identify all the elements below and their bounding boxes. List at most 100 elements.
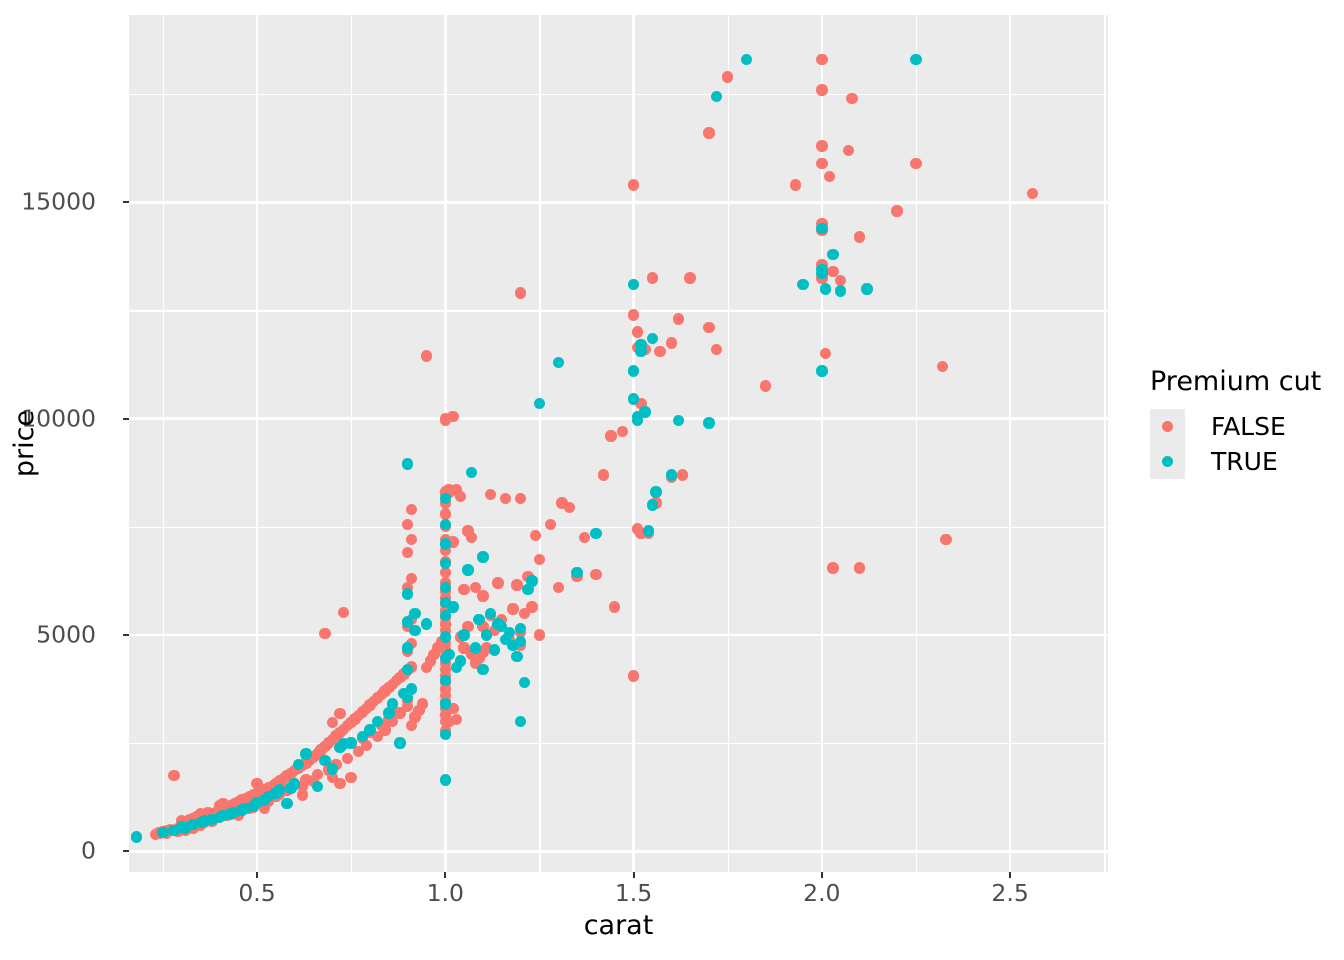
data-point	[514, 622, 527, 635]
data-point	[469, 642, 482, 654]
data-point	[439, 689, 451, 702]
data-point	[488, 644, 500, 656]
data-point	[503, 627, 515, 639]
y-tick-label: 10000	[21, 403, 96, 432]
data-point	[816, 140, 828, 152]
data-point	[940, 534, 952, 546]
data-point	[646, 332, 659, 345]
data-point	[447, 536, 459, 548]
legend-label: FALSE	[1211, 412, 1286, 441]
gridline-major-x	[443, 15, 447, 872]
data-point	[710, 343, 723, 356]
data-point	[405, 573, 418, 585]
data-point	[846, 92, 858, 105]
data-point	[401, 518, 414, 531]
data-point	[439, 683, 451, 695]
data-point	[816, 84, 828, 96]
data-point	[514, 715, 527, 728]
x-tick-mark	[444, 872, 447, 878]
data-point	[401, 458, 414, 470]
data-point	[179, 822, 192, 834]
gridline-minor-y	[129, 94, 1108, 96]
data-point	[514, 635, 527, 648]
data-point	[465, 648, 478, 661]
data-point	[458, 629, 470, 641]
data-point	[439, 631, 451, 643]
data-point	[371, 715, 384, 728]
legend-entry[interactable]: TRUE	[1150, 444, 1340, 479]
data-point	[635, 345, 647, 358]
data-point	[722, 71, 734, 83]
legend-entry[interactable]: FALSE	[1150, 409, 1340, 444]
data-point	[819, 283, 832, 295]
data-point	[413, 704, 425, 717]
data-point	[816, 222, 828, 234]
y-tick-label: 0	[81, 836, 96, 865]
data-point	[627, 670, 640, 682]
data-point	[823, 170, 836, 183]
data-point	[258, 802, 271, 814]
data-point	[345, 772, 357, 784]
data-point	[616, 425, 628, 438]
gridline-minor-x	[915, 15, 918, 872]
data-point	[262, 791, 275, 803]
gridline-major-y	[129, 633, 1108, 637]
data-point	[477, 663, 489, 676]
data-point	[319, 627, 331, 640]
data-point	[432, 642, 444, 654]
data-point	[439, 492, 451, 505]
data-point	[703, 322, 715, 334]
gridline-major-x	[820, 15, 824, 872]
data-point	[443, 486, 455, 498]
data-point	[481, 629, 493, 641]
data-point	[371, 730, 384, 743]
data-point	[511, 650, 523, 663]
data-point	[439, 518, 451, 531]
gridline-major-y	[129, 417, 1108, 420]
data-point	[511, 579, 523, 591]
data-point	[861, 283, 873, 295]
data-point	[345, 737, 357, 749]
data-point	[936, 361, 949, 373]
data-point	[394, 707, 406, 719]
data-point	[556, 497, 568, 509]
data-point	[710, 90, 723, 103]
data-point	[627, 278, 640, 291]
data-point	[627, 393, 640, 405]
data-point	[526, 575, 538, 587]
gridline-major-x	[255, 15, 259, 872]
legend-title: Premium cut	[1150, 366, 1322, 397]
data-point	[206, 813, 218, 825]
data-point	[635, 339, 647, 351]
x-tick-label: 1.0	[426, 879, 464, 907]
data-point	[910, 157, 922, 170]
data-point	[1027, 187, 1039, 200]
data-point	[816, 263, 828, 276]
data-point	[401, 700, 414, 712]
data-point	[285, 782, 297, 794]
data-point	[458, 642, 470, 654]
gridline-minor-y	[129, 526, 1108, 529]
data-point	[650, 486, 662, 498]
data-point	[401, 616, 414, 628]
data-point	[296, 780, 308, 793]
data-point	[590, 568, 602, 581]
gridline-major-x	[632, 15, 635, 872]
data-point	[251, 797, 263, 809]
data-point	[424, 655, 436, 667]
data-point	[834, 285, 847, 297]
data-point	[665, 337, 677, 349]
x-tick-mark	[820, 872, 823, 878]
y-tick-mark	[123, 417, 129, 420]
data-point	[458, 583, 470, 596]
data-point	[635, 527, 647, 539]
data-point	[529, 529, 542, 542]
data-point	[439, 581, 451, 594]
data-point	[518, 676, 531, 689]
data-point	[447, 601, 459, 613]
data-point	[673, 415, 685, 427]
data-point	[439, 544, 451, 557]
data-point	[360, 739, 372, 751]
data-point	[665, 469, 677, 481]
data-point	[409, 607, 421, 619]
